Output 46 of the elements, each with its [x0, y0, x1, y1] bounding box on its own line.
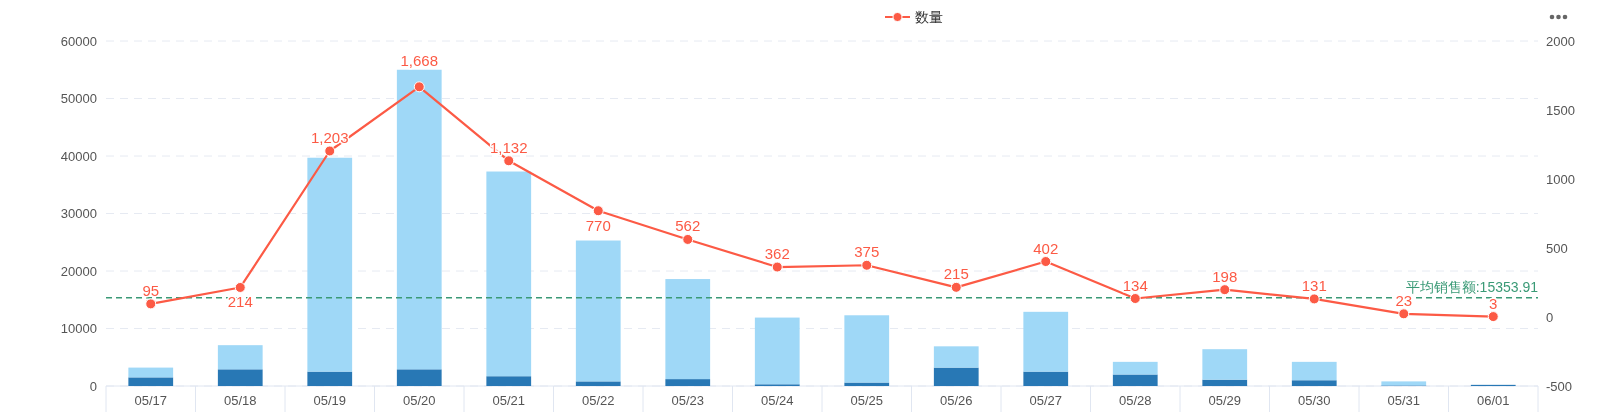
x-tick-label: 05/22 — [581, 393, 615, 408]
data-label: 198 — [1212, 267, 1238, 285]
data-label: 134 — [1122, 276, 1148, 294]
data-label: 95 — [142, 281, 160, 299]
data-label: 3 — [1489, 294, 1498, 312]
data-label: 1,132 — [489, 138, 528, 156]
y-tick-label: 40000 — [60, 148, 97, 164]
data-label: 131 — [1301, 276, 1327, 294]
x-tick-label: 05/29 — [1208, 393, 1242, 408]
x-tick-label: 05/27 — [1029, 393, 1063, 408]
data-label: 402 — [1033, 239, 1059, 257]
y2-tick-label: 500 — [1546, 240, 1568, 256]
x-tick-label: 05/28 — [1118, 393, 1152, 408]
y2-tick-label: 2000 — [1546, 33, 1575, 49]
x-tick-label: 05/17 — [134, 393, 168, 408]
x-tick-label: 05/25 — [850, 393, 884, 408]
y-tick-label: 10000 — [60, 321, 97, 336]
y-tick-label: 20000 — [60, 263, 97, 279]
y-tick-label: 50000 — [60, 91, 97, 106]
data-label: 215 — [943, 265, 969, 283]
y2-tick-label: 1000 — [1546, 171, 1575, 187]
data-label: 1,203 — [310, 128, 349, 146]
legend-label: 数量 — [915, 9, 943, 25]
data-label: 770 — [585, 216, 611, 234]
ref-line-label: 平均销售额:15353.91 — [1405, 278, 1539, 295]
y2-tick-label: -500 — [1546, 378, 1573, 394]
x-tick-label: 05/24 — [760, 393, 794, 408]
data-label: 1,668 — [400, 51, 439, 69]
x-tick-label: 06/01 — [1476, 393, 1510, 408]
data-label: 362 — [764, 245, 790, 263]
x-tick-label: 05/30 — [1297, 393, 1331, 408]
data-label: 375 — [854, 243, 880, 261]
x-tick-label: 05/19 — [313, 393, 347, 408]
x-tick-label: 05/26 — [939, 393, 973, 408]
y2-tick-label: 1500 — [1546, 102, 1575, 118]
y-tick-label: 60000 — [60, 33, 97, 49]
x-tick-label: 05/31 — [1387, 393, 1421, 408]
data-label: 562 — [675, 217, 701, 235]
y-tick-label: 0 — [89, 378, 97, 394]
y-tick-label: 30000 — [60, 206, 97, 221]
x-tick-label: 05/21 — [492, 393, 526, 408]
x-tick-label: 05/20 — [402, 393, 436, 408]
x-tick-label: 05/23 — [671, 393, 705, 408]
y2-tick-label: 0 — [1546, 309, 1554, 325]
x-tick-label: 05/18 — [223, 393, 257, 408]
data-label: 214 — [227, 293, 253, 311]
